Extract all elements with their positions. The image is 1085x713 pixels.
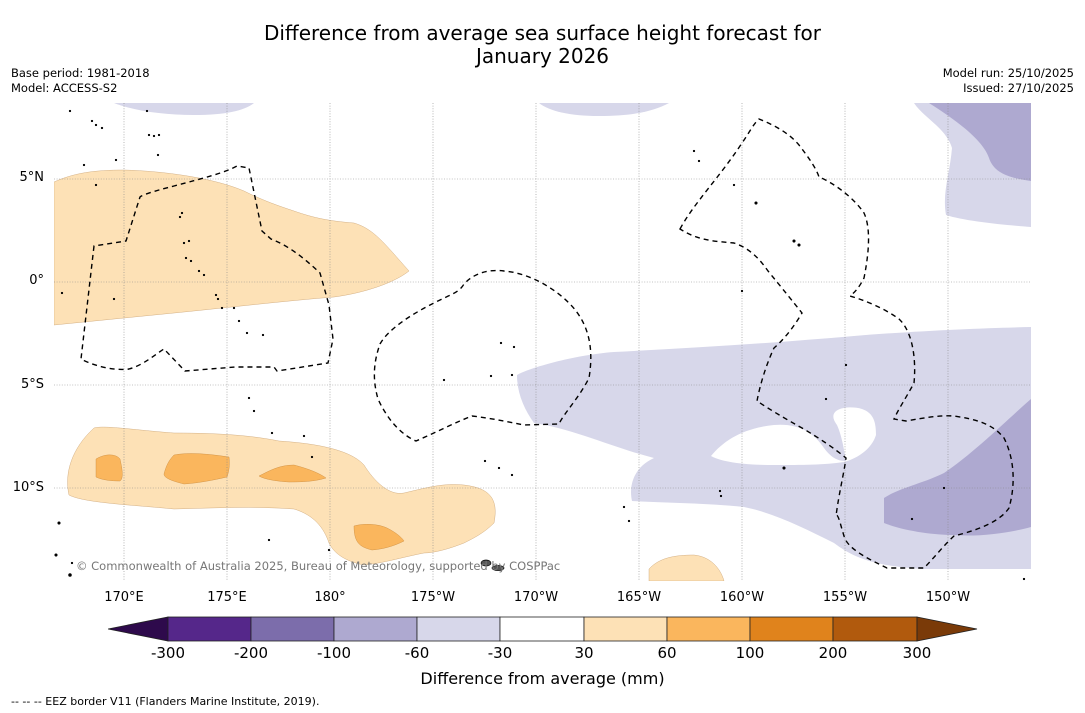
colorbar-bin-5 xyxy=(499,616,585,642)
colorbar-tick: 300 xyxy=(902,644,932,662)
lon-label-170e: 170°E xyxy=(104,590,144,605)
colorbar-bin-4 xyxy=(416,616,501,642)
orange-patch-2 xyxy=(163,453,230,485)
eez-borders xyxy=(80,118,1014,569)
orange-patch-3 xyxy=(258,464,327,483)
orange-patch-4 xyxy=(353,524,405,551)
colorbar-tick: -200 xyxy=(233,644,269,662)
lat-label-10s: 10°S xyxy=(12,480,44,495)
colorbar-bin-9 xyxy=(832,616,918,642)
lon-label-180: 180° xyxy=(314,590,346,605)
colorbar-bin-3 xyxy=(333,616,418,642)
equatorial-orange-region xyxy=(54,169,410,326)
eez-footnote: -- -- -- EEZ border V11 (Flanders Marine… xyxy=(11,695,320,708)
title-line-1: Difference from average sea surface heig… xyxy=(263,21,822,45)
model-run: Model run: 25/10/2025 xyxy=(942,66,1074,80)
colorbar-bin-6 xyxy=(583,616,668,642)
orange-patch-1 xyxy=(95,454,123,482)
issued-date: Issued: 27/10/2025 xyxy=(963,81,1074,95)
lon-label-165w: 165°W xyxy=(616,590,662,605)
eez-kiribati-gilberts xyxy=(80,165,334,372)
colorbar-tick: -100 xyxy=(316,644,352,662)
colorbar-bin-2 xyxy=(250,616,335,642)
colorbar-bin-7 xyxy=(666,616,751,642)
neutral-hole-1 xyxy=(711,407,876,465)
colorbar-bin-8 xyxy=(749,616,834,642)
chart-title: Difference from average sea surface heig… xyxy=(0,22,1085,68)
colorbar-tick: 200 xyxy=(818,644,848,662)
south-central-orange-region xyxy=(648,554,725,581)
colorbar-svg xyxy=(107,616,978,642)
south-east-medium-purple xyxy=(884,399,1031,536)
colorbar-tick: 30 xyxy=(574,644,594,662)
stronger-positive-regions xyxy=(95,453,405,551)
colorbar-arrow-min xyxy=(107,616,169,642)
lat-label-5s: 5°S xyxy=(20,377,44,392)
meta-left: Base period: 1981-2018 Model: ACCESS-S2 xyxy=(11,66,150,96)
lon-label-150w: 150°W xyxy=(925,590,971,605)
top-mid-purple-patch xyxy=(539,103,669,116)
stronger-negative-regions xyxy=(884,103,1031,536)
colorbar-tick: 60 xyxy=(657,644,677,662)
colorbar-arrow-max xyxy=(916,616,978,642)
lon-label-175e: 175°E xyxy=(207,590,247,605)
top-left-purple-patch xyxy=(114,103,254,115)
colorbar-tick: -60 xyxy=(404,644,430,662)
title-line-2: January 2026 xyxy=(475,44,610,68)
copyright-notice: © Commonwealth of Australia 2025, Bureau… xyxy=(76,559,561,573)
colorbar-bin-1 xyxy=(167,616,252,642)
colorbar xyxy=(107,615,978,643)
base-period: Base period: 1981-2018 xyxy=(11,66,150,80)
eez-kiribati-phoenix xyxy=(373,269,592,442)
islands xyxy=(54,109,1026,581)
lat-label-0: 0° xyxy=(29,273,44,288)
model-name: Model: ACCESS-S2 xyxy=(11,81,118,95)
lon-label-160w: 160°W xyxy=(719,590,765,605)
lon-label-175w: 175°W xyxy=(410,590,456,605)
colorbar-tick: -300 xyxy=(150,644,186,662)
colorbar-tick: -30 xyxy=(487,644,513,662)
colorbar-label: Difference from average (mm) xyxy=(420,669,665,688)
neutral-hole-2 xyxy=(562,569,1031,581)
lat-label-5n: 5°N xyxy=(19,170,45,185)
top-right-medium-purple xyxy=(929,103,1031,181)
graticule xyxy=(54,103,1031,581)
meta-right: Model run: 25/10/2025 Issued: 27/10/2025 xyxy=(943,66,1074,96)
colorbar-tick: 100 xyxy=(735,644,765,662)
map-panel xyxy=(54,103,1031,581)
map-canvas xyxy=(54,103,1031,581)
lon-label-170w: 170°W xyxy=(513,590,559,605)
lon-label-155w: 155°W xyxy=(822,590,868,605)
eez-kiribati-line-islands xyxy=(679,118,1014,569)
